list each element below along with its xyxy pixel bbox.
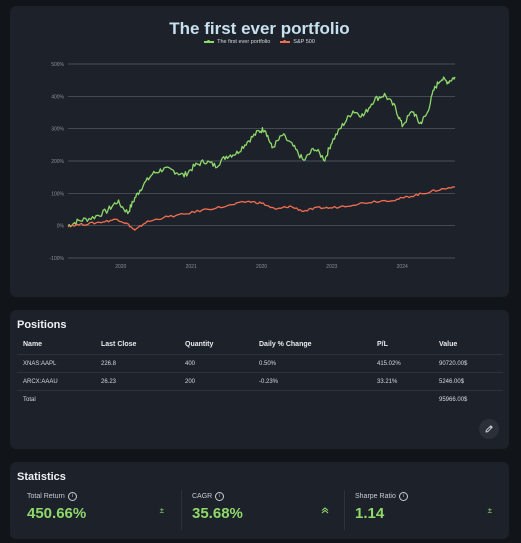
cell-daily-change: 0.50% — [253, 354, 371, 373]
table-row[interactable]: XNAS:AAPL 226.8 400 0.50% 415.02% 90720.… — [17, 354, 503, 373]
legend-swatch-portfolio — [204, 39, 215, 43]
stat-value-total-return: 450.66% — [27, 505, 87, 522]
edit-positions-button[interactable] — [479, 419, 499, 439]
legend-item-portfolio[interactable]: The first ever portfolio — [204, 39, 270, 45]
plus-minus-icon: ± — [159, 506, 164, 515]
stat-divider — [181, 490, 182, 530]
column-header-last-close: Last Close — [95, 334, 179, 355]
stat-value-sharpe-ratio: 1.14 — [355, 505, 385, 522]
info-icon[interactable]: i — [215, 492, 225, 501]
stat-sharpe-ratio: Sharpe Ratio i 1.14 ± — [345, 492, 506, 532]
positions-header-row: Name Last Close Quantity Daily % Change … — [17, 334, 503, 355]
series-line-portfolio — [67, 76, 456, 228]
info-icon[interactable]: i — [67, 492, 77, 501]
cell-name: XNAS:AAPL — [17, 354, 95, 373]
y-tick-label: 100% — [51, 191, 64, 197]
x-tick-label: 2020 — [256, 264, 267, 270]
cell-total-value: 95966.00$ — [439, 396, 468, 403]
table-row-total: Total 95966.00$ — [17, 391, 503, 409]
statistics-title: Statistics — [17, 471, 66, 483]
legend-label-sp500: S&P 500 — [293, 39, 315, 45]
legend-item-sp500[interactable]: S&P 500 — [280, 39, 315, 45]
statistics-card: Statistics Total Return i 450.66% ± CAGR… — [10, 462, 509, 539]
stat-divider — [344, 490, 345, 530]
column-header-quantity: Quantity — [179, 334, 253, 355]
cell-last-close: 226.8 — [95, 354, 179, 373]
cell-name: ARCX:AAAU — [17, 372, 95, 391]
y-tick-label: 500% — [51, 62, 64, 68]
cell-value: 5246.00$ — [433, 372, 503, 391]
cell-daily-change: -0.23% — [253, 372, 371, 391]
cell-quantity: 400 — [179, 354, 253, 373]
legend-label-portfolio: The first ever portfolio — [217, 39, 271, 45]
chart-title: The first ever portfolio — [169, 19, 350, 38]
y-tick-label: 400% — [51, 94, 64, 100]
cell-quantity: 200 — [179, 372, 253, 391]
plus-minus-icon: ± — [487, 506, 492, 515]
table-row[interactable]: ARCX:AAAU 26.23 200 -0.23% 33.21% 5246.0… — [17, 372, 503, 391]
stat-label-cagr: CAGR — [192, 493, 213, 500]
cell-total-label: Total — [23, 396, 36, 403]
stat-cagr: CAGR i 35.68% — [182, 492, 343, 532]
stat-label-sharpe-ratio: Sharpe Ratio — [355, 493, 396, 500]
x-tick-label: 2024 — [397, 264, 408, 270]
cell-value: 90720.00$ — [433, 354, 503, 373]
chart-legend: The first ever portfolio S&P 500 — [10, 39, 509, 45]
cell-pl: 415.02% — [371, 354, 433, 373]
column-header-name: Name — [17, 334, 95, 355]
cell-pl: 33.21% — [371, 372, 433, 391]
column-header-value: Value — [433, 334, 503, 355]
cell-last-close: 26.23 — [95, 372, 179, 391]
x-tick-label: 2021 — [186, 264, 197, 270]
y-tick-label: -100% — [50, 256, 65, 262]
performance-chart: -100% 0% 100% 200% 300% 400% 500% 2020 2021 2020 2… — [50, 62, 456, 270]
stat-label-total-return: Total Return — [27, 493, 65, 500]
y-tick-label: 0% — [57, 224, 65, 230]
series-line-sp500 — [67, 186, 456, 231]
double-chevron-up-icon — [321, 506, 329, 516]
y-tick-label: 200% — [51, 159, 64, 165]
x-tick-label: 2023 — [326, 264, 337, 270]
positions-card: Positions Name Last Close Quantity Daily… — [10, 310, 509, 449]
pencil-icon — [485, 425, 493, 433]
x-tick-label: 2020 — [115, 264, 126, 270]
column-header-pl: P/L — [371, 334, 433, 355]
chart-card: The first ever portfolio The first ever … — [10, 6, 509, 297]
y-tick-label: 300% — [51, 127, 64, 133]
column-header-daily-change: Daily % Change — [253, 334, 371, 355]
stat-value-cagr: 35.68% — [192, 505, 243, 522]
legend-swatch-sp500 — [280, 39, 291, 43]
info-icon[interactable]: i — [398, 492, 408, 501]
stat-total-return: Total Return i 450.66% ± — [17, 492, 178, 532]
positions-title: Positions — [17, 319, 67, 331]
positions-table: Name Last Close Quantity Daily % Change … — [17, 334, 503, 408]
